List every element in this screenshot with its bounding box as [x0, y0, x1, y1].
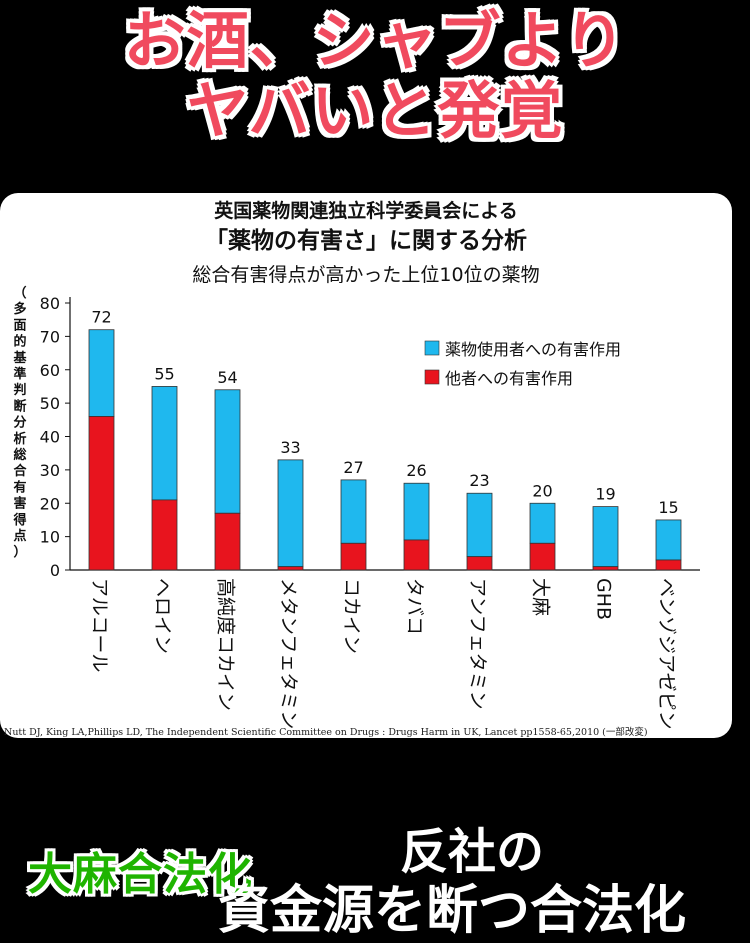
chart-source-note: Nutt DJ, King LA,Phillips LD, The Indepe…	[4, 726, 648, 738]
bar-total-label: 23	[469, 471, 489, 490]
x-category-label: ヘロイン	[152, 578, 174, 654]
legend-swatch-user-harm	[424, 340, 440, 356]
bar-user-harm	[529, 502, 556, 544]
bar-others-harm	[655, 559, 682, 571]
legend-label-others-harm: 他者への有害作用	[445, 369, 573, 388]
chart-title: 英国薬物関連独立科学委員会による	[214, 199, 517, 222]
bar-others-harm	[403, 539, 430, 571]
bar-others-harm	[151, 499, 178, 571]
bar-total-label: 72	[91, 308, 111, 327]
bar-total-label: 54	[217, 368, 237, 387]
x-category-label: タバコ	[404, 578, 426, 635]
bar-total-label: 55	[154, 364, 174, 383]
bar-user-harm	[466, 492, 493, 558]
y-tick-label: 80	[40, 294, 60, 313]
x-category-label: 大麻	[530, 578, 552, 616]
drug-harm-chart: 英国薬物関連独立科学委員会による 「薬物の有害さ」に関する分析 総合有害得点が高…	[4, 199, 700, 738]
bottom-caption-line-1: 反社の	[400, 824, 545, 880]
bar-total-label: 26	[406, 461, 426, 480]
headline-line-1: お酒、シャブより	[123, 4, 627, 77]
bar-total-label: 33	[280, 438, 300, 457]
x-category-label: 高純度コカイン	[215, 578, 237, 711]
x-category-label: ベンゾジアゼピン	[656, 578, 678, 730]
y-tick-label: 0	[50, 561, 60, 580]
chart-subtitle-2: 総合有害得点が高かった上位10位の薬物	[192, 264, 539, 286]
y-tick-label: 10	[40, 528, 60, 547]
bar-user-harm	[151, 386, 178, 501]
x-category-label: アンフェタミン	[467, 578, 489, 710]
x-category-label: コカイン	[341, 578, 363, 654]
bar-others-harm	[277, 566, 304, 571]
bar-user-harm	[403, 482, 430, 541]
bar-user-harm	[655, 519, 682, 561]
bar-total-label: 20	[532, 481, 552, 500]
bar-total-label: 27	[343, 458, 363, 477]
x-category-label: メタンフェタミン	[278, 578, 300, 729]
bar-others-harm	[466, 556, 493, 571]
chart-card: 英国薬物関連独立科学委員会による 「薬物の有害さ」に関する分析 総合有害得点が高…	[0, 193, 732, 738]
bar-others-harm	[214, 512, 241, 571]
bar-user-harm	[88, 329, 115, 417]
y-tick-label: 20	[40, 494, 60, 513]
bar-others-harm	[88, 416, 115, 571]
y-tick-label: 50	[40, 394, 60, 413]
y-tick-label: 40	[40, 428, 60, 447]
bar-total-label: 19	[595, 485, 615, 504]
bottom-caption-line-2: 資金源を断つ合法化	[218, 881, 687, 941]
y-tick-label: 60	[40, 361, 60, 380]
bar-user-harm	[277, 459, 304, 568]
bar-others-harm	[592, 566, 619, 571]
y-tick-label: 70	[40, 327, 60, 346]
cannabis-legalization-text: 大麻合法化	[28, 849, 253, 900]
bar-others-harm	[529, 542, 556, 571]
bar-total-label: 15	[658, 498, 678, 517]
legend-label-user-harm: 薬物使用者への有害作用	[445, 340, 621, 359]
y-tick-label: 30	[40, 461, 60, 480]
bar-user-harm	[214, 389, 241, 514]
bar-others-harm	[340, 542, 367, 571]
y-axis-label: （多面的基準判断分析総合有害得点）	[12, 285, 27, 560]
x-category-label: GHB	[593, 578, 615, 620]
bar-user-harm	[592, 506, 619, 568]
bar-user-harm	[340, 479, 367, 544]
headline-line-2: ヤバいと発覚	[186, 74, 564, 147]
x-category-label: アルコール	[89, 578, 111, 672]
chart-subtitle: 「薬物の有害さ」に関する分析	[205, 227, 527, 254]
legend-swatch-others-harm	[424, 369, 440, 385]
